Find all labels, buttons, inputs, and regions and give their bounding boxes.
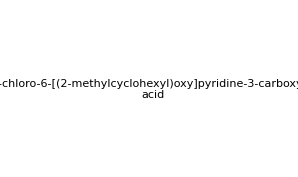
Text: 5-chloro-6-[(2-methylcyclohexyl)oxy]pyridine-3-carboxylic acid: 5-chloro-6-[(2-methylcyclohexyl)oxy]pyri…	[0, 79, 298, 100]
